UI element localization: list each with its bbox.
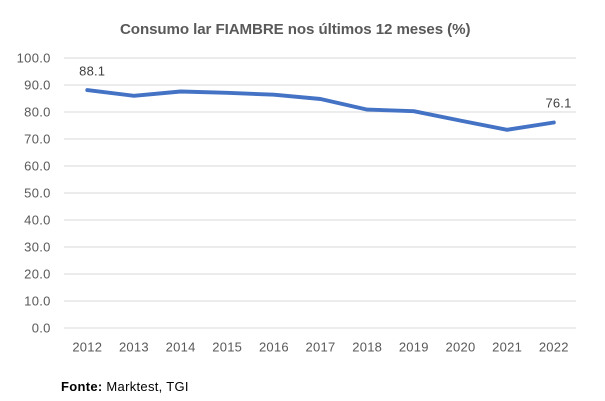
svg-text:10.0: 10.0 [24, 294, 51, 309]
svg-text:76.1: 76.1 [545, 95, 571, 110]
svg-text:2022: 2022 [539, 340, 569, 355]
svg-text:30.0: 30.0 [24, 240, 51, 255]
svg-text:Fonte: Marktest, TGI: Fonte: Marktest, TGI [61, 379, 189, 394]
svg-text:Consumo lar FIAMBRE nos último: Consumo lar FIAMBRE nos últimos 12 meses… [120, 21, 470, 38]
svg-text:80.0: 80.0 [24, 105, 51, 120]
svg-text:70.0: 70.0 [24, 132, 51, 147]
svg-text:0.0: 0.0 [32, 321, 51, 336]
svg-text:50.0: 50.0 [24, 186, 51, 201]
svg-text:2020: 2020 [446, 340, 476, 355]
svg-text:2017: 2017 [306, 340, 336, 355]
svg-text:2013: 2013 [119, 340, 149, 355]
svg-text:40.0: 40.0 [24, 213, 51, 228]
svg-text:2019: 2019 [399, 340, 429, 355]
svg-text:2014: 2014 [166, 340, 196, 355]
svg-text:90.0: 90.0 [24, 78, 51, 93]
svg-text:2016: 2016 [259, 340, 289, 355]
svg-text:60.0: 60.0 [24, 159, 51, 174]
svg-text:2015: 2015 [212, 340, 242, 355]
svg-text:2018: 2018 [352, 340, 382, 355]
svg-text:100.0: 100.0 [17, 51, 51, 66]
svg-text:2021: 2021 [492, 340, 522, 355]
svg-text:88.1: 88.1 [79, 64, 105, 79]
svg-text:2012: 2012 [72, 340, 102, 355]
svg-text:20.0: 20.0 [24, 267, 51, 282]
